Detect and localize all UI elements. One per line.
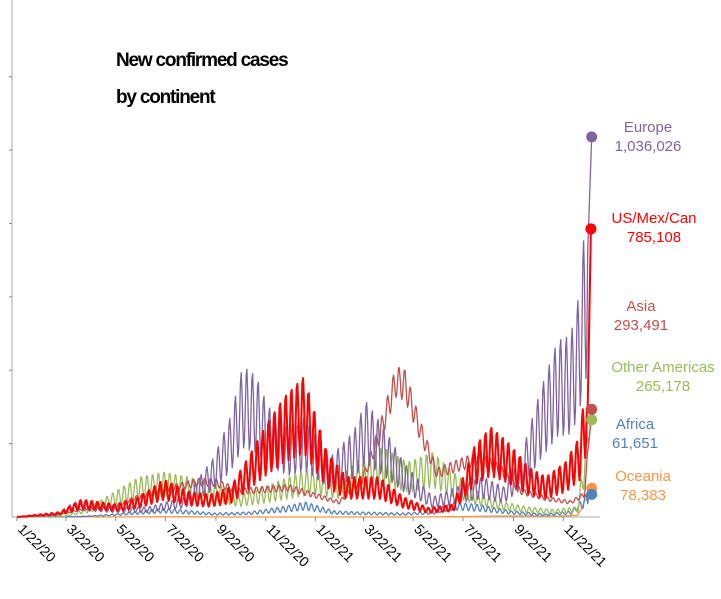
end-marker-asia: [586, 403, 598, 415]
x-tick-label: 11/22/21: [561, 521, 610, 570]
series-line-europe: [17, 136, 593, 518]
label-us-mex-can: US/Mex/Can 785,108: [604, 209, 704, 247]
series-line-other-americas: [17, 419, 593, 518]
series-line-us-mex-can: [16, 228, 592, 518]
label-africa: Africa 61,651: [605, 415, 665, 453]
x-tick-label: 3/22/20: [64, 521, 108, 565]
chart-title-line-1: New confirmed cases: [116, 50, 289, 71]
label-us-mex-can-value: 785,108: [626, 229, 682, 246]
series-end-markers: [585, 131, 598, 500]
label-other-americas: Other Americas 265,178: [608, 358, 718, 396]
label-africa-value: 61,651: [612, 435, 658, 452]
label-other-americas-value: 265,178: [635, 378, 691, 395]
x-tick-label: 5/22/21: [411, 521, 455, 565]
label-africa-name: Africa: [615, 416, 655, 433]
label-europe-value: 1,036,026: [614, 138, 682, 155]
end-marker-africa: [586, 488, 598, 500]
x-tick-label: 9/22/20: [214, 521, 258, 565]
label-asia-name: Asia: [626, 298, 656, 315]
label-oceania-value: 78,383: [620, 487, 666, 504]
x-tick-label: 7/22/21: [461, 521, 505, 565]
x-tick-label: 1/22/20: [15, 521, 59, 565]
label-asia: Asia 293,491: [606, 297, 676, 335]
end-marker-europe: [586, 131, 598, 143]
end-marker-us-mex-can: [585, 223, 597, 235]
end-marker-other-americas: [586, 414, 598, 426]
label-us-mex-can-name: US/Mex/Can: [611, 210, 697, 227]
y-axis-ticks: [9, 76, 12, 445]
label-asia-value: 293,491: [613, 317, 669, 334]
x-tick-label: 1/22/21: [313, 521, 357, 565]
x-tick-label: 11/22/20: [264, 521, 313, 570]
label-oceania: Oceania 78,383: [608, 467, 678, 505]
x-tick-label: 3/22/21: [361, 521, 405, 565]
series-line-oceania: [17, 487, 593, 518]
label-europe: Europe 1,036,026: [608, 118, 688, 156]
series-lines: [16, 136, 593, 518]
series-line-africa: [17, 493, 593, 518]
x-tick-label: 7/22/20: [163, 521, 207, 565]
x-axis-ticks: 1/22/20 3/22/20 5/22/20 7/22/20 9/22/20 11/22…: [15, 517, 610, 570]
chart-title-line-2: by continent: [116, 87, 216, 108]
label-oceania-name: Oceania: [615, 468, 671, 485]
x-tick-label: 5/22/20: [114, 521, 158, 565]
label-europe-name: Europe: [623, 119, 673, 136]
label-other-americas-name: Other Americas: [611, 359, 715, 376]
x-tick-label: 9/22/21: [511, 521, 555, 565]
